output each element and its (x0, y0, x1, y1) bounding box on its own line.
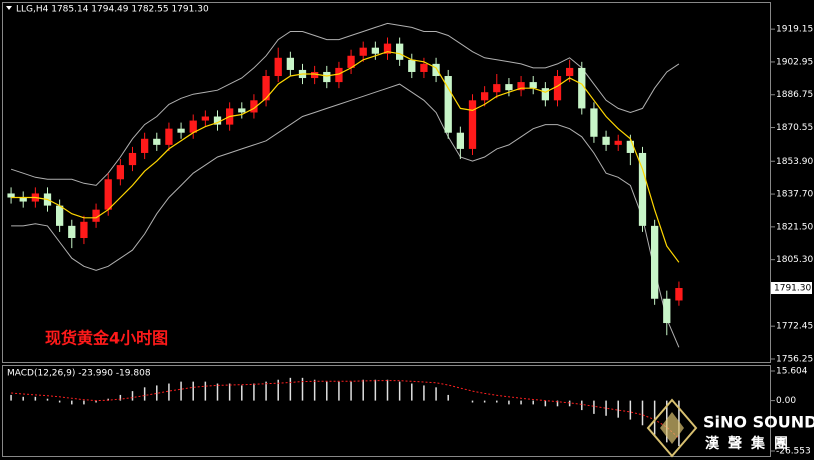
candle-body (541, 88, 549, 101)
candle-body (444, 76, 452, 133)
candle-body (250, 100, 258, 113)
candle-body (274, 57, 282, 77)
candle-body (141, 138, 149, 153)
candle-body (311, 71, 319, 79)
candle-body (177, 128, 185, 133)
logo-icon (646, 398, 698, 458)
candle-body (68, 225, 76, 239)
candle-body (19, 197, 27, 202)
y-tick-label: 1837.70 (776, 190, 813, 200)
candle-body (56, 205, 64, 226)
candle-body (347, 55, 355, 68)
y-tick-label: 1853.90 (776, 157, 813, 167)
y-tick-label: -26.553 (776, 446, 811, 456)
candle-body (529, 82, 537, 89)
bollinger-band (10, 22, 680, 186)
candle-body (213, 116, 222, 125)
candle-body (420, 63, 428, 72)
candle-body (578, 67, 586, 109)
logo-icon (660, 412, 684, 444)
macd-title: MACD(12,26,9) -23.990 -19.808 (7, 369, 151, 379)
candle-body (505, 84, 513, 91)
candle-body (396, 43, 404, 60)
candle-body (493, 84, 501, 93)
candle-body (371, 47, 379, 54)
menu-arrow (6, 6, 12, 10)
last-price-box (771, 282, 812, 295)
candle-body (590, 108, 598, 137)
candle-body (408, 59, 416, 72)
y-tick-label: 1902.95 (776, 57, 813, 67)
candle-body (614, 140, 622, 145)
candle-body (323, 71, 331, 83)
y-tick-label: 1919.15 (776, 25, 813, 35)
candle-body (201, 116, 209, 121)
chart-title: LLG,H4 1785.14 1794.49 1782.55 1791.30 (16, 5, 209, 15)
candle-body (602, 136, 610, 145)
candle-body (104, 179, 112, 210)
candle-body (153, 138, 161, 145)
candle-body (165, 128, 173, 145)
candle-body (92, 209, 100, 222)
moving-average (11, 51, 680, 263)
candle-body (383, 43, 392, 54)
y-tick-label: 0.00 (776, 396, 796, 406)
chart-label: 现货黄金4小时图 (45, 329, 168, 348)
candle-body (189, 120, 197, 133)
logo-text: 漢聲集團 (705, 435, 797, 452)
candle-body (626, 140, 634, 153)
y-tick-label: 1756.25 (776, 354, 813, 364)
candle-body (638, 152, 647, 226)
candle-body (468, 100, 477, 149)
candle-body (286, 57, 294, 70)
y-tick-label: 1805.30 (776, 255, 813, 265)
logo: SiNO SOUND 漢聲集團 (646, 398, 814, 458)
logo-text: SiNO SOUND (703, 413, 814, 432)
candle-body (663, 298, 671, 324)
bollinger-band (11, 83, 680, 348)
candle-body (80, 221, 88, 239)
candle-body (481, 92, 489, 101)
price-panel (2, 2, 771, 363)
candle-body (128, 152, 137, 166)
candle-body (517, 82, 525, 91)
y-tick-label: 1886.75 (776, 90, 813, 100)
macd-panel (2, 365, 771, 457)
candle-body (238, 108, 246, 113)
candle-body (359, 47, 367, 56)
candle-body (456, 132, 464, 149)
y-tick-label: 1821.50 (776, 222, 813, 232)
candle-body (566, 67, 574, 77)
y-tick-label: 15.604 (776, 366, 808, 376)
candle-body (335, 67, 343, 83)
candle-body (7, 193, 15, 198)
y-tick-label: 1870.55 (776, 123, 813, 133)
candle-body (675, 288, 683, 301)
candle-body (432, 63, 440, 77)
candle-body (553, 76, 562, 101)
last-price-label: 1791.30 (774, 284, 811, 294)
candle-body (262, 76, 270, 101)
y-tick-label: 1772.45 (776, 322, 813, 332)
candle-body (116, 165, 124, 180)
candle-body (651, 225, 659, 299)
